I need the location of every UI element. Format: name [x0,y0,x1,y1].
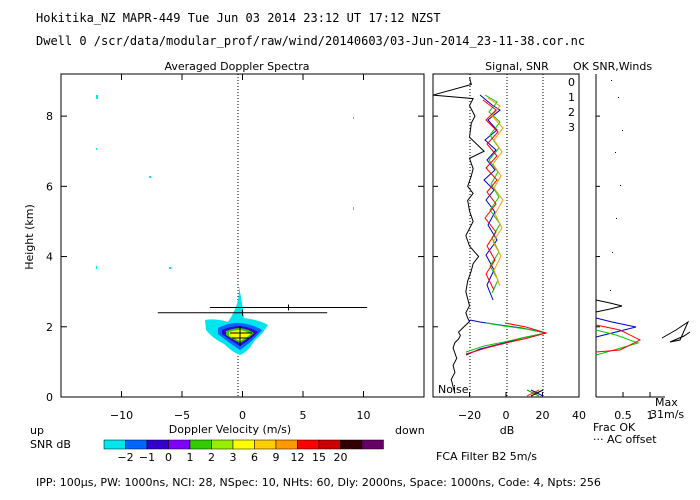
snr-colored-traces [465,94,548,397]
snr-color-swatch [103,439,126,450]
snr-color-swatch [275,439,298,450]
noise-label: Noise [438,383,469,396]
snr-scale-label: 0 [165,451,172,464]
footer-params: IPP: 100μs, PW: 1000ns, NCI: 28, NSpec: … [36,476,601,489]
snr-color-swatch [189,439,212,450]
snr-scale-label: 3 [230,451,237,464]
x-tick-label: 10 [357,409,371,422]
snr-legend: 0 1 2 3 [568,76,575,134]
signal-line [432,77,485,394]
legend-number: 3 [568,121,575,134]
max-value: 31m/s [650,408,684,421]
snr-color-swatch [168,439,191,450]
height-axis-label: Height (km) [23,204,36,270]
db-axis-label: dB [500,424,515,437]
snr-color-swatch [211,439,234,450]
frac-ok-label: Frac OK [593,421,636,434]
snr-scale-label: −2 [117,451,133,464]
signal-axis-ticks: −20 0 20 40 [433,115,586,422]
spectra-title: Averaged Doppler Spectra [164,60,309,73]
wind-bars [157,304,368,316]
snr-color-swatch [232,439,255,450]
legend-number: 0 [568,76,575,89]
snr-color-swatch [125,439,148,450]
y-tick-label: 2 [46,321,53,334]
snr-scale-label: 9 [273,451,280,464]
y-tick-label: 4 [46,251,53,264]
snr-color-swatch [361,439,384,450]
snr-color-swatch [318,439,341,450]
snr-scale-label: 2 [208,451,215,464]
x-tick-label: −10 [110,409,133,422]
signal-panel [432,73,580,398]
y-tick-label: 6 [46,180,53,193]
snr-scale-label: 15 [312,451,326,464]
winds-panel [595,74,665,398]
signal-x-tick-label: 0 [503,409,510,422]
snr-db-label: SNR dB [30,438,71,451]
signal-title: Signal, SNR [485,60,549,73]
up-label: up [30,424,44,437]
winds-x-tick-label: 1 [647,409,654,422]
header-line1: Hokitika_NZ MAPR-449 Tue Jun 03 2014 23:… [36,11,441,25]
signal-x-tick-label: −20 [458,409,481,422]
snr-color-swatch [146,439,169,450]
winds-axis-ticks: 0.5 1 [596,115,654,422]
x-tick-label: −5 [174,409,190,422]
winds-title: OK SNR,Winds [573,60,652,73]
doppler-echo [96,95,354,355]
x-tick-label: 5 [300,409,307,422]
legend-number: 1 [568,91,575,104]
x-tick-label: 0 [239,409,246,422]
winds-x-tick-label: 0.5 [614,409,632,422]
doppler-axis-label: Doppler Velocity (m/s) [169,423,291,436]
header-line2: Dwell 0 /scr/data/modular_prof/raw/wind/… [36,34,585,48]
ac-offset-label: ··· AC offset [593,433,657,446]
signal-x-tick-label: 40 [572,409,586,422]
filter-label: FCA Filter B2 5m/s [436,450,537,463]
snr-scale-label: 12 [291,451,305,464]
snr-scale-label: 1 [187,451,194,464]
legend-number: 2 [568,106,575,119]
snr-color-swatch [297,439,320,450]
snr-scale-label: 20 [334,451,348,464]
snr-color-scale: −2 −1 0 1 2 3 6 9 12 15 20 [103,439,384,464]
frac-ok-traces [595,80,691,356]
y-tick-label: 8 [46,110,53,123]
signal-traces [432,77,485,394]
snr-color-swatch [340,439,363,450]
snr-scale-label: −1 [139,451,155,464]
y-tick-label: 0 [46,391,53,404]
snr-color-swatch [254,439,277,450]
signal-x-tick-label: 20 [536,409,550,422]
snr-scale-label: 6 [251,451,258,464]
max-label: Max [655,396,678,409]
down-label: down [395,424,425,437]
spectra-axis-ticks: −10 −5 0 5 10 0 2 4 6 8 [46,74,424,422]
